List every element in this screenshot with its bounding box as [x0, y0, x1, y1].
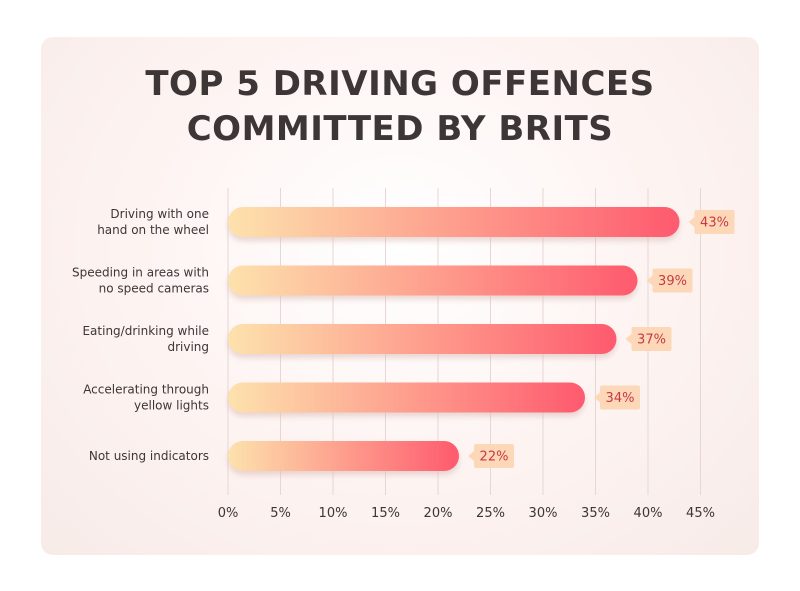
category-label: Eating/drinking while driving	[82, 324, 209, 354]
category-label: Accelerating through yellow lights	[83, 383, 209, 413]
x-tick-label: 30%	[529, 506, 558, 521]
bar	[228, 382, 585, 413]
value-label-pointer	[468, 451, 474, 461]
value-label-pointer	[625, 334, 632, 344]
bar	[228, 441, 459, 471]
value-label-text: 34%	[606, 391, 635, 406]
value-label-bg	[694, 210, 735, 234]
value-label: 43%	[688, 210, 735, 234]
category-label: Driving with one hand on the wheel	[97, 207, 209, 237]
category-label: Not using indicators	[89, 449, 209, 463]
x-tick-label: 20%	[424, 506, 453, 521]
x-tick-label: 45%	[686, 506, 715, 521]
value-label-text: 43%	[700, 216, 729, 231]
value-label-bg	[474, 444, 514, 468]
x-tick-label: 35%	[581, 506, 610, 521]
x-tick-label: 25%	[476, 506, 505, 521]
value-label: 37%	[625, 327, 672, 351]
x-tick-label: 15%	[371, 506, 400, 521]
value-label: 34%	[594, 385, 640, 410]
value-label-text: 22%	[480, 450, 509, 465]
bar	[228, 265, 638, 296]
value-label-bg	[652, 268, 693, 293]
value-label-pointer	[688, 217, 695, 227]
value-label-text: 39%	[658, 274, 687, 289]
bar	[228, 207, 680, 237]
value-label: 22%	[468, 444, 514, 468]
category-label: Speeding in areas with no speed cameras	[72, 266, 209, 296]
x-tick-label: 0%	[218, 506, 239, 521]
value-label-text: 37%	[637, 333, 666, 348]
value-label-bg	[631, 327, 672, 351]
chart-title-line-1: TOP 5 DRIVING OFFENCES	[145, 64, 655, 104]
value-label-pointer	[646, 275, 653, 286]
value-label-pointer	[594, 392, 600, 403]
chart-title: TOP 5 DRIVING OFFENCES COMMITTED BY BRIT…	[41, 62, 759, 152]
value-label-bg	[600, 385, 640, 410]
x-tick-label: 5%	[270, 506, 291, 521]
value-label: 39%	[646, 268, 693, 293]
bar	[228, 324, 617, 354]
x-tick-label: 10%	[319, 506, 348, 521]
x-tick-label: 40%	[634, 506, 663, 521]
chart-title-line-2: COMMITTED BY BRITS	[186, 109, 614, 149]
